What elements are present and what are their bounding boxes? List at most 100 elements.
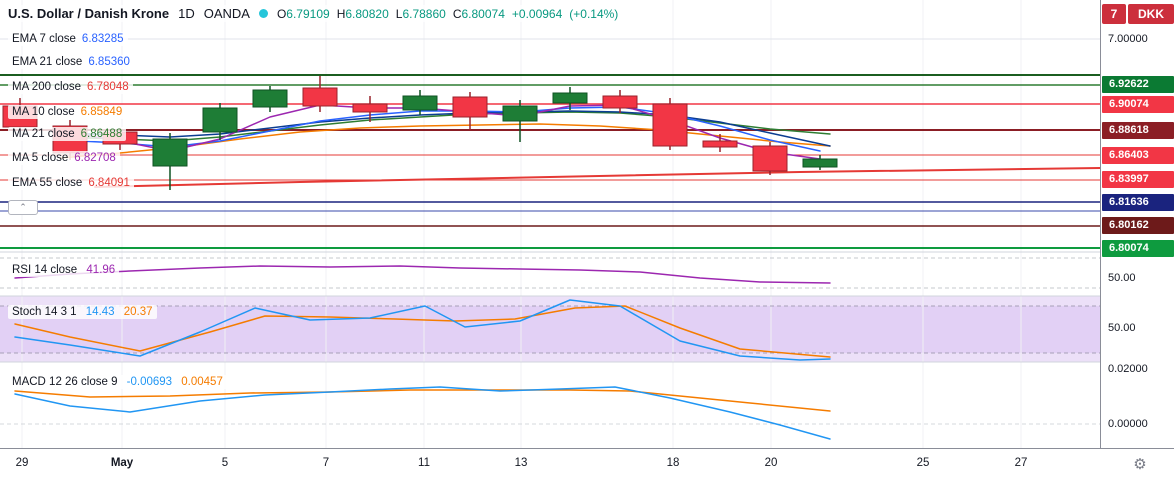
collapse-pane-button[interactable]: ⌃ [8,200,38,215]
high-label: H [336,6,346,21]
macd-signal-line [14,389,831,412]
price-axis-label: 0.02000 [1101,362,1174,376]
rsi-legend-row[interactable]: RSI 14 close 41.96 [8,263,120,277]
stoch-legend-row[interactable]: Stoch 14 3 1 14.43 20.37 [8,305,157,319]
chart-canvas[interactable] [0,0,1100,448]
ohlc-readout: O6.79109 H6.80820 L6.78860 C6.80074 +0.0… [277,7,618,21]
price-axis[interactable]: 7 DKK 7.00000 50.00 50.00 0.02000 0.00000 6.9… [1100,0,1174,448]
time-axis-label: 7 [322,457,330,469]
price-level-label: 6.92622 [1102,76,1174,93]
indicator-value: 6.82708 [74,152,116,164]
indicator-value: 6.85360 [88,56,130,68]
price-level-label: 6.81636 [1102,194,1174,211]
open-label: O [276,6,287,21]
price-axis-label: 50.00 [1101,321,1174,335]
candle-body [252,89,288,108]
exchange-label: OANDA [203,6,250,21]
time-axis-label: 13 [514,457,528,469]
price-level-label: 6.90074 [1102,96,1174,113]
indicator-row-ma-21-close[interactable]: MA 21 close 6.86488 [8,127,127,141]
macd-value: -0.00693 [126,376,173,388]
low-label: L [395,6,403,21]
time-axis-label: 25 [916,457,930,469]
symbol-header: U.S. Dollar / Danish Krone 1D OANDA O6.7… [8,5,623,22]
indicator-value: 6.83285 [81,33,124,45]
indicator-name: MA 5 close [12,152,69,164]
time-axis-label: 18 [666,457,680,469]
indicator-value: 6.84091 [88,177,130,189]
price-level-label: 6.86403 [1102,147,1174,164]
stoch-k-line [14,299,831,361]
settings-gear-icon[interactable]: ⚙ [1133,456,1147,473]
time-axis-label: May [110,457,134,469]
ema55-line [94,167,1100,188]
macd-signal-value: 0.00457 [181,376,223,388]
price-level-label: 6.83997 [1102,171,1174,188]
stoch-d-value: 20.37 [123,306,153,318]
candle-body [752,145,788,172]
candle-body [652,103,688,147]
market-status-icon [258,9,268,18]
macd-legend-row[interactable]: MACD 12 26 close 9 -0.00693 0.00457 [8,375,227,389]
currency-badge[interactable]: DKK [1128,4,1174,24]
change-value: +0.00964 [511,6,563,21]
interval-label[interactable]: 1D [178,6,195,21]
indicator-name: MA 200 close [12,81,82,93]
price-axis-label: 0.00000 [1101,417,1174,431]
change-percent: (+0.14%) [569,6,619,21]
indicator-row-ema-21-close[interactable]: EMA 21 close 6.85360 [8,55,134,69]
stoch-k-value: 14.43 [85,306,115,318]
candle-body [552,92,588,104]
candle-body [302,87,338,107]
macd-line [14,386,831,440]
low-value: 6.78860 [402,6,446,21]
stoch-d-line [14,305,831,358]
candle-body [802,158,838,168]
ema21-line [59,110,831,147]
high-value: 6.80820 [345,6,389,21]
price-level-label: 6.88618 [1102,122,1174,139]
candle-body [502,105,538,122]
candle-body [152,138,188,167]
close-label: C [452,6,462,21]
indicator-value: 6.85849 [80,106,123,118]
price-level-label: 6.80162 [1102,217,1174,234]
candle-body [402,95,438,111]
candle-body [452,96,488,118]
indicator-row-ma-10-close[interactable]: MA 10 close 6.85849 [8,105,127,119]
candle-body [352,103,388,113]
open-value: 6.79109 [286,6,330,21]
indicator-row-ma-200-close[interactable]: MA 200 close 6.78048 [8,80,133,94]
indicator-value: 6.86488 [80,128,123,140]
indicator-name: MA 21 close [12,128,75,140]
candle-body [602,95,638,109]
price-axis-label: 7.00000 [1101,32,1174,46]
rsi-value: 41.96 [86,264,116,276]
price-level-label: 6.80074 [1102,240,1174,257]
stoch-label: Stoch 14 3 1 [12,306,77,318]
indicator-value: 6.78048 [87,81,129,93]
indicator-name: EMA 7 close [12,33,76,45]
close-value: 6.80074 [461,6,505,21]
ema7-line [59,106,821,152]
symbol-title[interactable]: U.S. Dollar / Danish Krone [8,6,170,21]
time-axis-label: 29 [15,457,29,469]
ma5-line [59,104,821,160]
macd-label: MACD 12 26 close 9 [12,376,118,388]
price-axis-label: 50.00 [1101,271,1174,285]
indicator-row-ema-55-close[interactable]: EMA 55 close 6.84091 [8,176,134,190]
time-axis[interactable]: 29 May 5 7 11 13 18 20 25 27 ⚙ [0,448,1174,478]
rsi-label: RSI 14 close [12,264,78,276]
time-axis-label: 11 [418,457,430,469]
stoch-band [0,306,1100,353]
indicator-row-ma-5-close[interactable]: MA 5 close 6.82708 [8,151,120,165]
indicator-row-ema-7-close[interactable]: EMA 7 close 6.83285 [8,32,128,46]
candle-body [702,140,738,148]
time-axis-label: 5 [221,457,229,469]
candle-body [202,107,238,133]
indicator-name: MA 10 close [12,106,75,118]
price-badge-partial: 7 [1102,4,1126,24]
time-axis-label: 27 [1014,457,1028,469]
time-axis-label: 20 [764,457,778,469]
